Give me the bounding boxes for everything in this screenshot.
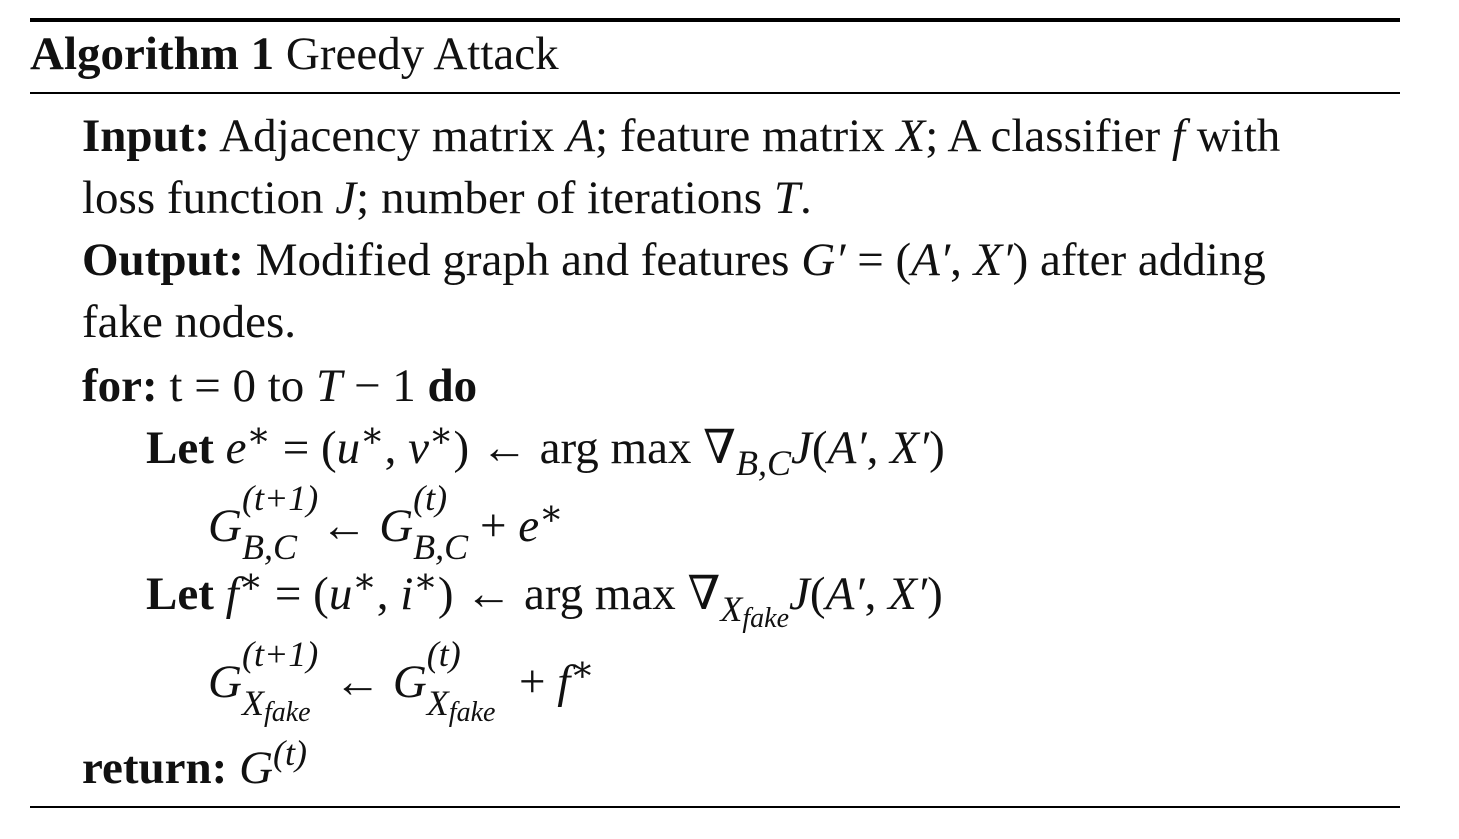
return-line: return: G(t): [82, 733, 308, 794]
output-keyword: Output:: [82, 234, 244, 286]
for-line: for: t = 0 to T − 1 do: [82, 360, 478, 412]
title-rule: [30, 92, 1400, 94]
algorithm-name: Greedy Attack: [285, 28, 559, 80]
bottom-rule: [30, 806, 1400, 808]
algorithm-label: Algorithm 1: [30, 28, 275, 80]
input-keyword: Input:: [82, 110, 211, 162]
let-keyword: Let: [146, 422, 214, 474]
output-line-2: fake nodes.: [82, 296, 297, 348]
top-rule: [30, 18, 1400, 22]
graph-update-line: G (t+1) B,C ← G (t) B,C + e∗: [208, 478, 564, 567]
return-keyword: return:: [82, 742, 228, 794]
let-edge-line: Let e∗ = (u∗, v∗) ← arg max ∇B,CJ(A′, X′…: [146, 415, 945, 483]
algorithm-title: Algorithm 1 Greedy Attack: [30, 24, 559, 84]
let-feature-line: Let f∗ = (u∗, i∗) ← arg max ∇XfakeJ(A′, …: [146, 561, 943, 634]
input-line-1: Input: Adjacency matrix A; feature matri…: [82, 110, 1281, 162]
for-keyword: for:: [82, 360, 158, 412]
input-line-2: loss function J; number of iterations T.: [82, 172, 812, 224]
feature-update-line: G (t+1) Xfake ← G (t) Xfake + f∗: [208, 634, 595, 728]
output-line-1: Output: Modified graph and features G′ =…: [82, 234, 1266, 286]
do-keyword: do: [427, 360, 478, 412]
let-keyword-2: Let: [146, 568, 214, 620]
